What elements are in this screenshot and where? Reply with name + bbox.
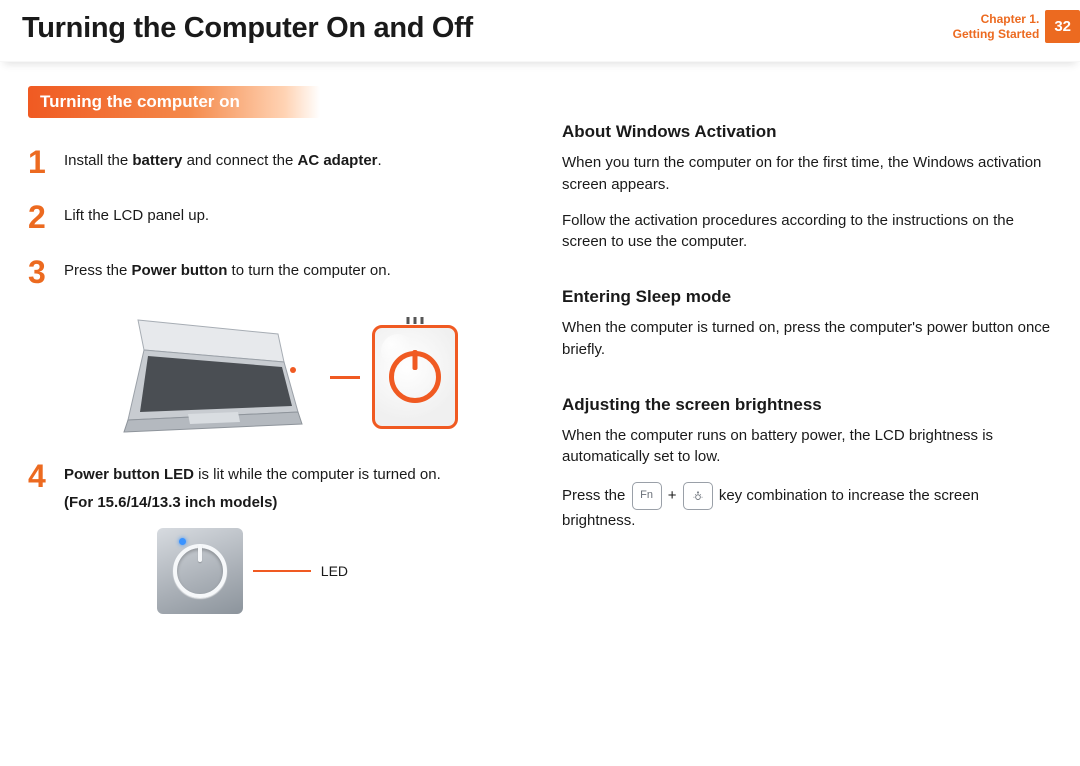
chapter-label: Chapter 1. Getting Started xyxy=(953,12,1040,42)
power-ring-icon xyxy=(173,544,227,598)
led-label: LED xyxy=(321,561,348,581)
section-heading-turning-on: Turning the computer on xyxy=(28,86,320,118)
subheading: Entering Sleep mode xyxy=(562,287,1052,307)
bold-text: battery xyxy=(132,152,182,169)
step-2: 2 Lift the LCD panel up. xyxy=(28,203,518,232)
led-figure: LED xyxy=(64,528,441,614)
bold-text: Power button xyxy=(132,262,228,279)
model-note: (For 15.6/14/13.3 inch models) xyxy=(64,492,441,514)
text: and connect the xyxy=(182,152,297,169)
led-connector xyxy=(253,570,311,572)
chapter-line2: Getting Started xyxy=(953,27,1040,41)
chapter-line1: Chapter 1. xyxy=(981,12,1040,26)
section-sleep-mode: Entering Sleep mode When the computer is… xyxy=(562,287,1052,361)
fn-key-icon: Fn xyxy=(632,482,662,510)
right-column: About Windows Activation When you turn t… xyxy=(562,86,1052,640)
subheading: About Windows Activation xyxy=(562,122,1052,142)
page-title: Turning the Computer On and Off xyxy=(22,12,1058,45)
power-icon xyxy=(389,351,441,403)
step-number: 3 xyxy=(28,258,50,287)
step-number: 1 xyxy=(28,148,50,177)
power-button-led-illustration xyxy=(157,528,243,614)
text: Install the xyxy=(64,152,132,169)
text: to turn the computer on. xyxy=(227,262,390,279)
step-body: Install the battery and connect the AC a… xyxy=(64,148,382,177)
led-indicator-icon xyxy=(179,538,186,545)
content-area: Turning the computer on 1 Install the ba… xyxy=(0,62,1080,640)
text: + xyxy=(668,487,681,504)
step-body: Lift the LCD panel up. xyxy=(64,203,209,232)
laptop-illustration xyxy=(88,312,318,442)
step-3: 3 Press the Power button to turn the com… xyxy=(28,258,518,287)
step-1: 1 Install the battery and connect the AC… xyxy=(28,148,518,177)
callout-connector xyxy=(330,376,360,379)
step-number: 2 xyxy=(28,203,50,232)
section-windows-activation: About Windows Activation When you turn t… xyxy=(562,122,1052,253)
bold-text: Power button LED xyxy=(64,466,194,483)
power-button-callout xyxy=(372,325,458,429)
paragraph: Press the Fn + key combination to increa… xyxy=(562,482,1052,532)
page-number: 32 xyxy=(1045,10,1080,43)
paragraph: When the computer is turned on, press th… xyxy=(562,317,1052,361)
text: . xyxy=(378,152,382,169)
step-4: 4 Power button LED is lit while the comp… xyxy=(28,462,518,614)
bold-text: AC adapter xyxy=(298,152,378,169)
text: is lit while the computer is turned on. xyxy=(194,466,441,483)
paragraph: When the computer runs on battery power,… xyxy=(562,425,1052,469)
section-brightness: Adjusting the screen brightness When the… xyxy=(562,395,1052,532)
step-number: 4 xyxy=(28,462,50,614)
paragraph: Follow the activation procedures accordi… xyxy=(562,210,1052,254)
subheading: Adjusting the screen brightness xyxy=(562,395,1052,415)
left-column: Turning the computer on 1 Install the ba… xyxy=(28,86,518,640)
text: Press the xyxy=(64,262,132,279)
callout-ticks-icon xyxy=(407,317,424,324)
chapter-block: Chapter 1. Getting Started 32 xyxy=(953,10,1080,43)
step-body: Power button LED is lit while the comput… xyxy=(64,462,441,614)
step-body: Press the Power button to turn the compu… xyxy=(64,258,391,287)
brightness-up-key-icon xyxy=(683,482,713,510)
laptop-figure xyxy=(28,312,518,442)
paragraph: When you turn the computer on for the fi… xyxy=(562,152,1052,196)
page-header: Turning the Computer On and Off Chapter … xyxy=(0,0,1080,62)
text: Press the xyxy=(562,487,630,504)
